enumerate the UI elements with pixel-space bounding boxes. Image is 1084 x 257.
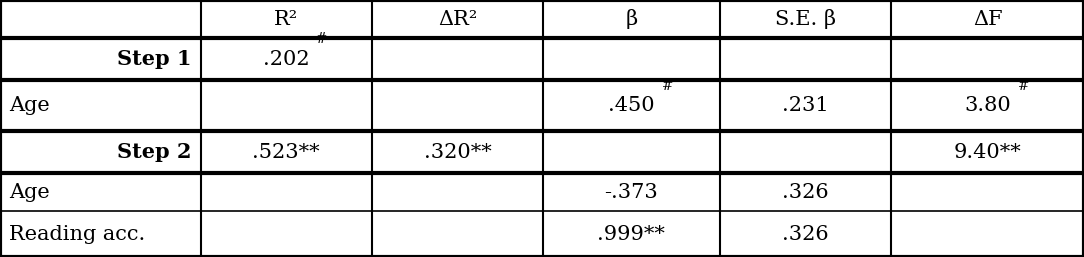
- Text: Reading acc.: Reading acc.: [9, 225, 145, 244]
- Text: #: #: [1018, 79, 1029, 93]
- Text: .320**: .320**: [424, 143, 491, 162]
- Text: 3.80: 3.80: [964, 96, 1011, 115]
- Text: R²: R²: [274, 10, 298, 29]
- Text: ΔF: ΔF: [972, 10, 1003, 29]
- Text: S.E. β: S.E. β: [775, 9, 836, 29]
- Text: .999**: .999**: [597, 225, 666, 244]
- Text: .523**: .523**: [253, 143, 320, 162]
- Text: -.373: -.373: [605, 183, 658, 202]
- Text: #: #: [661, 79, 673, 93]
- Text: Step 2: Step 2: [117, 142, 192, 162]
- Text: #: #: [317, 32, 327, 46]
- Text: .326: .326: [782, 225, 829, 244]
- Text: 9.40**: 9.40**: [954, 143, 1021, 162]
- Text: β: β: [625, 9, 637, 29]
- Text: ΔR²: ΔR²: [438, 10, 477, 29]
- Text: .202: .202: [262, 50, 310, 69]
- Text: Age: Age: [9, 183, 50, 202]
- Text: Step 1: Step 1: [117, 49, 192, 69]
- Text: Age: Age: [9, 96, 50, 115]
- Text: .326: .326: [782, 183, 829, 202]
- Text: .231: .231: [782, 96, 829, 115]
- Text: .450: .450: [608, 96, 655, 115]
